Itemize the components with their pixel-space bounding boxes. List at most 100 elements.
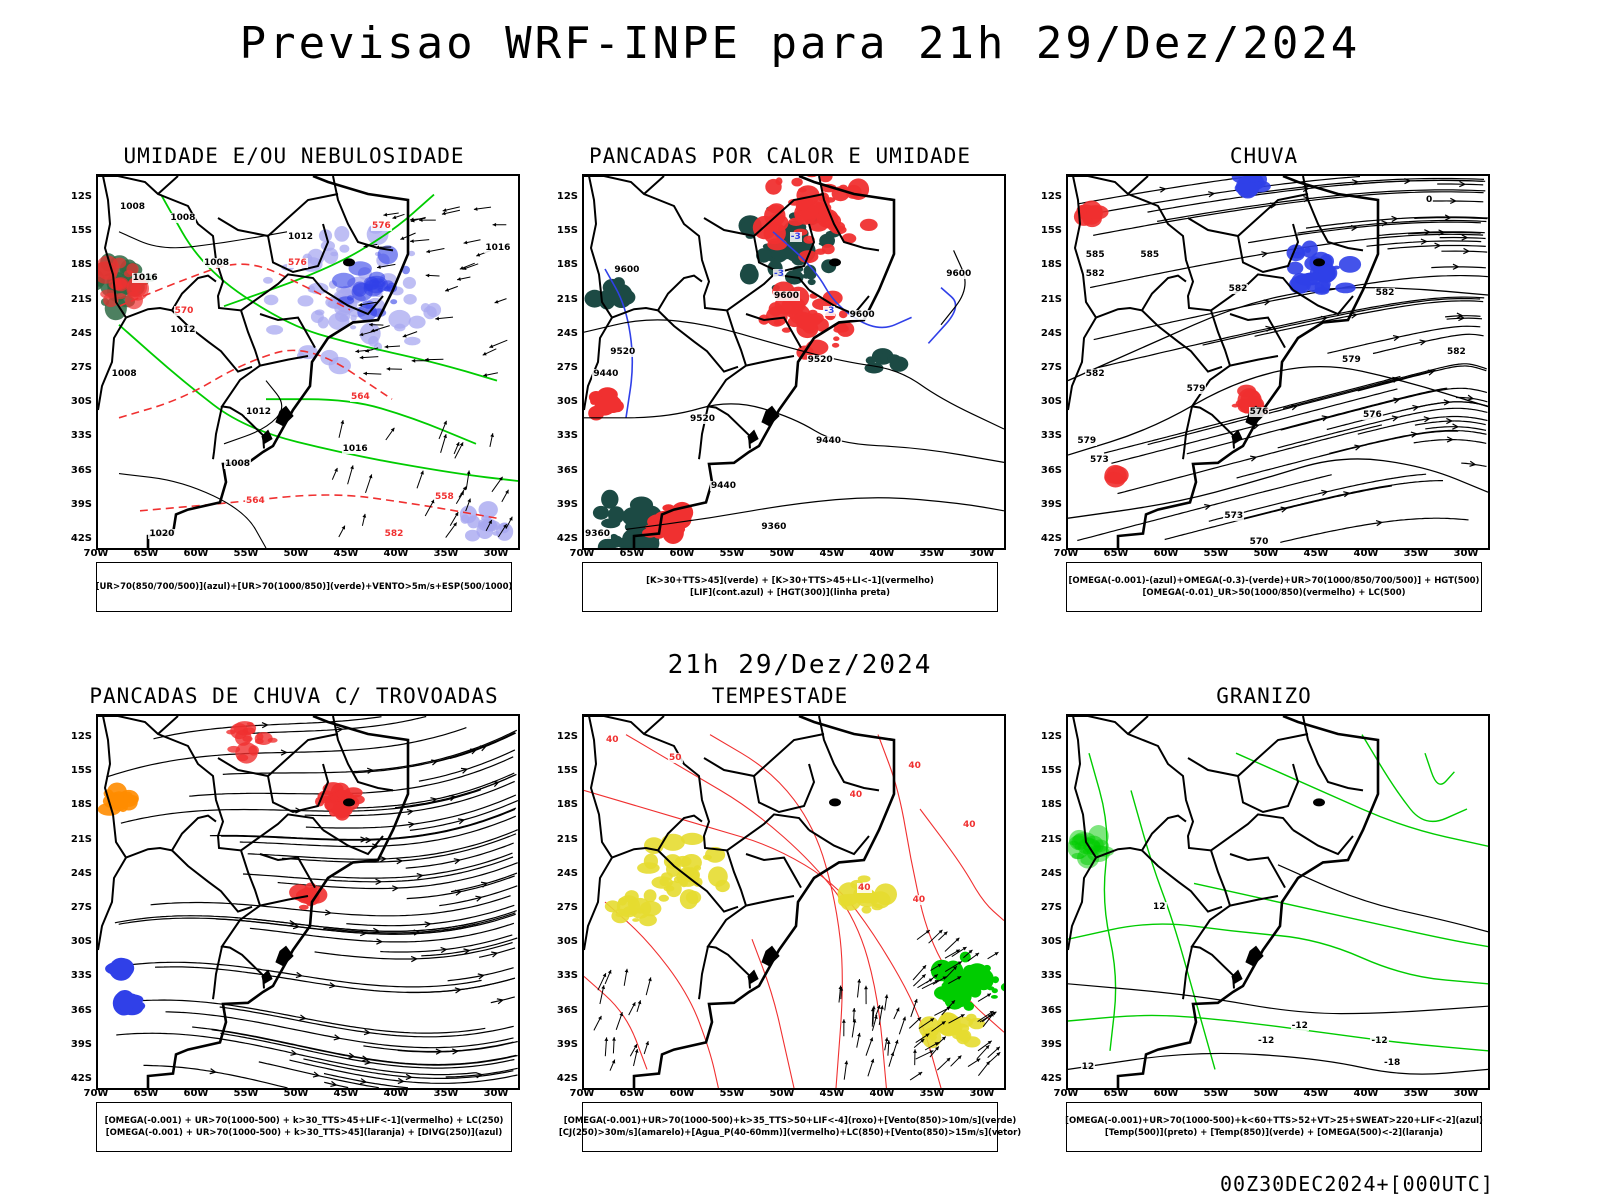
latitude-label: 36S bbox=[556, 464, 578, 476]
legend-text: [K>30+TTS>45](verde) + [K>30+TTS>45+LI<-… bbox=[646, 576, 934, 586]
map-panel-1: UMIDADE E/OU NEBULOSIDADE 12S 15S 18S 21S 24S… bbox=[54, 144, 534, 644]
latitude-label: 21S bbox=[70, 833, 92, 845]
longitude-label: 50W bbox=[1253, 1088, 1279, 1099]
contour-label: 1008 bbox=[119, 202, 147, 213]
latitude-label: 27S bbox=[70, 902, 92, 913]
longitude-label: 60W bbox=[1153, 1088, 1179, 1099]
contour-label: 40 bbox=[857, 883, 872, 894]
run-identifier: 00Z30DEC2024+[000UTC] bbox=[1220, 1172, 1494, 1196]
latitude-label: 39S bbox=[70, 1038, 92, 1050]
longitude-label: 55W bbox=[233, 1088, 259, 1099]
legend-text: [CJ(250)>30m/s](amarelo)+[Agua_P(40-60mm… bbox=[558, 1128, 1022, 1138]
longitude-label: 30W bbox=[1453, 548, 1479, 559]
latitude-label: 42S bbox=[1040, 533, 1062, 544]
contour-label: -12 bbox=[1370, 1035, 1389, 1046]
longitude-label: 30W bbox=[969, 1088, 995, 1099]
contour-label: 1012 bbox=[245, 406, 273, 417]
longitude-label: 70W bbox=[83, 1088, 109, 1099]
mid-title: 21h 29/Dez/2024 bbox=[667, 650, 933, 680]
legend-box: [OMEGA(-0.001) + UR>70(1000-500) + k>30_… bbox=[96, 1102, 512, 1152]
latitude-label: 39S bbox=[1040, 498, 1062, 510]
latitude-label: 12S bbox=[1040, 191, 1062, 202]
longitude-label: 40W bbox=[869, 1088, 895, 1099]
contour-label: 582 bbox=[1227, 283, 1249, 294]
contour-label: 1008 bbox=[203, 257, 231, 268]
longitude-label: 35W bbox=[433, 1088, 459, 1099]
latitude-label: 15S bbox=[70, 225, 92, 237]
latitude-label: 30S bbox=[1040, 936, 1062, 948]
contour-label: -3 bbox=[789, 231, 802, 242]
longitude-label: 55W bbox=[719, 1088, 745, 1099]
longitude-label: 60W bbox=[183, 548, 209, 559]
latitude-label: 12S bbox=[70, 191, 92, 202]
contour-label: 12 bbox=[1152, 902, 1167, 912]
longitude-label: 45W bbox=[819, 548, 845, 559]
latitude-label: 36S bbox=[556, 1004, 578, 1016]
contour-label: 1020 bbox=[148, 529, 176, 540]
latitude-label: 12S bbox=[70, 731, 92, 742]
longitude-label: 70W bbox=[569, 1088, 595, 1099]
contour-label: 9520 bbox=[806, 354, 834, 365]
latitude-label: 27S bbox=[1040, 902, 1062, 913]
map-panel-2: PANCADAS POR CALOR E UMIDADE 12S 15S 18S 21S… bbox=[540, 144, 1020, 644]
main-title: Previsao WRF-INPE para 21h 29/Dez/2024 bbox=[239, 18, 1361, 69]
map-canvas bbox=[1068, 176, 1488, 548]
longitude-label: 40W bbox=[1353, 1088, 1379, 1099]
contour-label: 579 bbox=[1341, 354, 1362, 365]
longitude-label: 35W bbox=[919, 548, 945, 559]
contour-label: 582 bbox=[1084, 369, 1106, 380]
latitude-label: 39S bbox=[556, 1038, 578, 1050]
latitude-label: 39S bbox=[70, 498, 92, 510]
contour-label: 9440 bbox=[815, 436, 843, 447]
longitude-label: 30W bbox=[969, 548, 995, 559]
latitude-label: 42S bbox=[556, 533, 578, 544]
contour-label: 9360 bbox=[760, 521, 788, 532]
contour-label: 9600 bbox=[613, 265, 641, 276]
longitude-label: 45W bbox=[333, 1088, 359, 1099]
contour-label: 576 bbox=[1248, 406, 1270, 417]
latitude-label: 33S bbox=[1040, 430, 1062, 442]
latitude-label: 15S bbox=[1040, 765, 1062, 777]
contour-label: 40 bbox=[911, 894, 927, 905]
legend-text: [Temp(500)](preto) + [Temp(850)](verde) … bbox=[1104, 1128, 1444, 1138]
longitude-label: 40W bbox=[383, 1088, 409, 1099]
map-panel-5: TEMPESTADE 12S 15S 18S 21S 24S 27S 30S 33S 36S 39S… bbox=[540, 684, 1022, 1184]
contour-label: 0 bbox=[1425, 194, 1434, 205]
contour-label: -18 bbox=[1383, 1058, 1402, 1069]
longitude-label: 35W bbox=[433, 548, 459, 559]
map-panel-4: PANCADAS DE CHUVA C/ TROVOADAS 12S 15S 18S 2… bbox=[54, 684, 534, 1184]
latitude-label: 42S bbox=[556, 1073, 578, 1084]
contour-label: 9520 bbox=[689, 414, 717, 425]
longitude-label: 70W bbox=[83, 548, 109, 559]
contour-label: 9360 bbox=[584, 529, 612, 540]
longitude-label: 60W bbox=[1153, 548, 1179, 559]
contour-label: 582 bbox=[383, 529, 405, 540]
longitude-label: 55W bbox=[1203, 548, 1229, 559]
latitude-label: 21S bbox=[556, 833, 578, 845]
contour-label: 576 bbox=[287, 257, 308, 268]
map-frame: 40 50 40 40 40 40 40 bbox=[582, 714, 1006, 1090]
longitude-label: 45W bbox=[1303, 548, 1329, 559]
contour-label: 1012 bbox=[169, 324, 197, 335]
latitude-label: 30S bbox=[556, 396, 578, 408]
legend-text: [OMEGA(-0.001)-(azul)+OMEGA(-0.3)-(verde… bbox=[1068, 576, 1480, 586]
contour-label: 1016 bbox=[341, 443, 369, 454]
latitude-label: 24S bbox=[556, 867, 578, 879]
legend-box: [OMEGA(-0.001)-(azul)+OMEGA(-0.3)-(verde… bbox=[1066, 562, 1482, 612]
longitude-label: 60W bbox=[669, 548, 695, 559]
longitude-label: 40W bbox=[869, 548, 895, 559]
contour-label: 585 bbox=[1139, 250, 1161, 261]
contour-label: 582 bbox=[1084, 269, 1106, 279]
latitude-label: 36S bbox=[70, 464, 92, 476]
legend-text: [OMEGA(-0.001) + UR>70(1000-500) + k>30_… bbox=[104, 1116, 504, 1126]
latitude-label: 42S bbox=[1040, 1073, 1062, 1084]
contour-label: 573 bbox=[1089, 455, 1110, 465]
map-panel-3: CHUVA 12S 15S 18S 21S 24S 27S 30S 33S 36S 39S 42S 70… bbox=[1024, 144, 1504, 644]
contour-label: -12 bbox=[1257, 1035, 1276, 1046]
longitude-label: 50W bbox=[1253, 548, 1279, 559]
latitude-label: 24S bbox=[1040, 867, 1062, 879]
contour-label: 1016 bbox=[131, 272, 159, 283]
latitude-label: 39S bbox=[1040, 1038, 1062, 1050]
latitude-label: 36S bbox=[1040, 1004, 1062, 1016]
legend-box: [K>30+TTS>45](verde) + [K>30+TTS>45+LI<-… bbox=[582, 562, 998, 612]
